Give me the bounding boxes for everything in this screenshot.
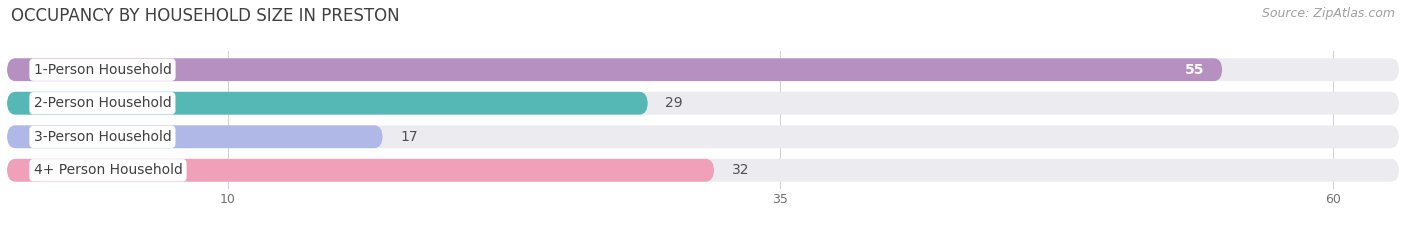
Text: 32: 32 [731,163,749,177]
Text: 29: 29 [665,96,683,110]
Text: 1-Person Household: 1-Person Household [34,63,172,77]
FancyBboxPatch shape [7,159,1399,182]
Text: OCCUPANCY BY HOUSEHOLD SIZE IN PRESTON: OCCUPANCY BY HOUSEHOLD SIZE IN PRESTON [11,7,399,25]
FancyBboxPatch shape [7,159,714,182]
Text: Source: ZipAtlas.com: Source: ZipAtlas.com [1261,7,1395,20]
Text: 17: 17 [401,130,418,144]
FancyBboxPatch shape [7,125,382,148]
Text: 55: 55 [1185,63,1205,77]
Text: 4+ Person Household: 4+ Person Household [34,163,183,177]
FancyBboxPatch shape [7,92,648,115]
FancyBboxPatch shape [7,125,1399,148]
Text: 2-Person Household: 2-Person Household [34,96,172,110]
FancyBboxPatch shape [7,58,1399,81]
Text: 3-Person Household: 3-Person Household [34,130,172,144]
FancyBboxPatch shape [7,92,1399,115]
FancyBboxPatch shape [7,58,1222,81]
